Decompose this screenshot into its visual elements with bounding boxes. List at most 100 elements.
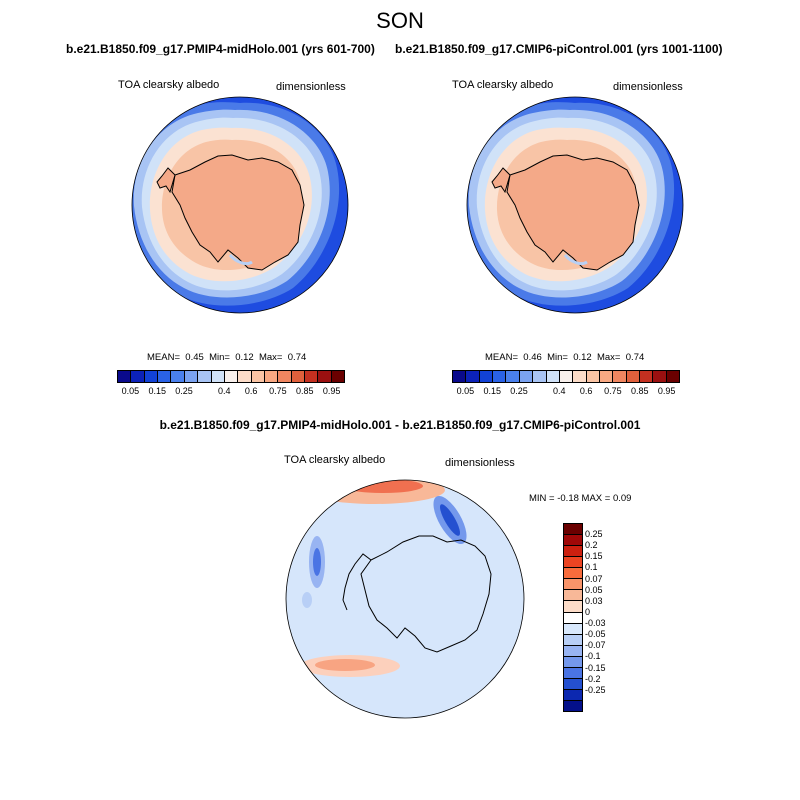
colorbar-swatch (564, 568, 582, 580)
colorbar-swatch (564, 579, 582, 591)
colorbar-swatch (519, 371, 534, 382)
colorbar-tick-label: -0.1 (585, 651, 601, 662)
colorbar-tick-label: -0.25 (585, 684, 606, 695)
colorbar-tick-label: 0.1 (585, 562, 598, 573)
colorbar-tick-label: 0.03 (585, 595, 603, 606)
colorbar-swatch (211, 371, 225, 382)
antarctica-continent (506, 154, 640, 271)
diff-units-label: dimensionless (445, 457, 515, 469)
colorbar-tick-label: 0.25 (175, 386, 193, 396)
right-albedo-map (466, 96, 684, 314)
colorbar-tick-label: 0.15 (148, 386, 166, 396)
difference-map (285, 479, 525, 719)
colorbar-tick-label: -0.15 (585, 662, 606, 673)
colorbar-swatch (198, 371, 212, 382)
left-colorbar (117, 370, 345, 383)
antarctic-peninsula-outline (342, 553, 372, 611)
colorbar-swatch (640, 371, 654, 382)
diff-colorbar (563, 523, 583, 712)
colorbar-swatch (453, 371, 467, 382)
ross-ice-shelf (228, 253, 253, 266)
colorbar-tick-label: 0.15 (585, 551, 603, 562)
colorbar-swatch (564, 645, 582, 657)
colorbar-tick-label: -0.07 (585, 640, 606, 651)
left-units-label: dimensionless (276, 81, 346, 93)
colorbar-tick-label: 0.75 (269, 386, 287, 396)
colorbar-swatch (318, 371, 332, 382)
diff-variable-label: TOA clearsky albedo (284, 454, 386, 466)
colorbar-swatch (278, 371, 292, 382)
colorbar-swatch (331, 371, 345, 382)
colorbar-tick-label: 0.25 (585, 529, 603, 540)
colorbar-tick-label: 0.85 (295, 386, 314, 396)
colorbar-swatch (564, 612, 582, 624)
colorbar-swatch (506, 371, 520, 382)
colorbar-tick-label: 0.07 (585, 573, 603, 584)
right-colorbar (452, 370, 680, 383)
colorbar-swatch (171, 371, 185, 382)
colorbar-swatch (564, 535, 582, 547)
colorbar-tick-label: 0.95 (657, 386, 676, 396)
season-title: SON (376, 8, 424, 33)
colorbar-tick-label: 0.95 (322, 386, 341, 396)
colorbar-swatch (533, 371, 547, 382)
colorbar-swatch (131, 371, 145, 382)
colorbar-swatch (573, 371, 587, 382)
left-min-value: 0.12 (235, 352, 254, 363)
colorbar-tick-label: 0.6 (579, 386, 593, 396)
colorbar-swatch (238, 371, 252, 382)
colorbar-swatch (144, 371, 159, 382)
colorbar-swatch (564, 590, 582, 602)
right-panel-title: b.e21.B1850.f09_g17.CMIP6-piControl.001 … (395, 42, 723, 56)
colorbar-swatch (224, 371, 239, 382)
colorbar-tick-label: 0.6 (244, 386, 258, 396)
colorbar-tick-label: 0.75 (604, 386, 622, 396)
colorbar-swatch (118, 371, 132, 382)
colorbar-tick-label: -0.2 (585, 673, 601, 684)
colorbar-tick-label: 0.25 (510, 386, 528, 396)
diff-panel-title: b.e21.B1850.f09_g17.PMIP4-midHolo.001 - … (159, 418, 641, 432)
colorbar-tick-label: 0.05 (585, 584, 603, 595)
colorbar-swatch (546, 371, 560, 382)
colorbar-tick-label: 0.2 (585, 540, 598, 551)
left-albedo-map (131, 96, 349, 314)
colorbar-swatch (586, 371, 600, 382)
colorbar-swatch (599, 371, 614, 382)
right-max-value: 0.74 (625, 352, 645, 363)
right-units-label: dimensionless (613, 81, 683, 93)
colorbar-swatch (291, 371, 306, 382)
antarctic-peninsula (156, 167, 176, 194)
colorbar-tick-label: 0.85 (630, 386, 649, 396)
right-min-value: 0.12 (573, 352, 592, 363)
right-variable-label: TOA clearsky albedo (452, 79, 554, 91)
colorbar-swatch (184, 371, 199, 382)
colorbar-tick-label: -0.05 (585, 629, 606, 640)
colorbar-swatch (564, 557, 582, 569)
colorbar-swatch (666, 371, 680, 382)
antarctic-peninsula (491, 167, 511, 194)
colorbar-swatch (479, 371, 494, 382)
left-colorbar-ticks: 0.05 0.15 0.25 0.4 0.6 0.75 0.85 0.95 (117, 386, 345, 398)
colorbar-swatch (564, 656, 582, 668)
antarctica-continent (171, 154, 305, 271)
colorbar-swatch (493, 371, 507, 382)
colorbar-tick-label: 0.4 (553, 386, 566, 396)
left-mean-value: 0.45 (185, 352, 204, 363)
left-stats: MEAN= 0.45 Min= 0.12 Max= 0.74 (147, 352, 307, 363)
left-panel-title: b.e21.B1850.f09_g17.PMIP4-midHolo.001 (y… (66, 42, 375, 56)
colorbar-swatch (564, 701, 582, 712)
diff-colorbar-ticks: 0.25 0.2 0.15 0.1 0.07 0.05 0.03 0 -0.03 -0.05 -0.… (585, 523, 625, 712)
left-variable-label: TOA clearsky albedo (118, 79, 220, 91)
antarctica-outline (360, 535, 492, 653)
colorbar-swatch (466, 371, 480, 382)
colorbar-swatch (564, 524, 582, 536)
colorbar-tick-label: -0.03 (585, 618, 606, 629)
colorbar-swatch (564, 678, 582, 690)
colorbar-tick-label: 0.05 (456, 386, 475, 396)
colorbar-swatch (564, 689, 582, 701)
colorbar-swatch (305, 371, 319, 382)
colorbar-swatch (613, 371, 627, 382)
colorbar-swatch (564, 623, 582, 635)
colorbar-swatch (264, 371, 279, 382)
colorbar-swatch (564, 634, 582, 646)
